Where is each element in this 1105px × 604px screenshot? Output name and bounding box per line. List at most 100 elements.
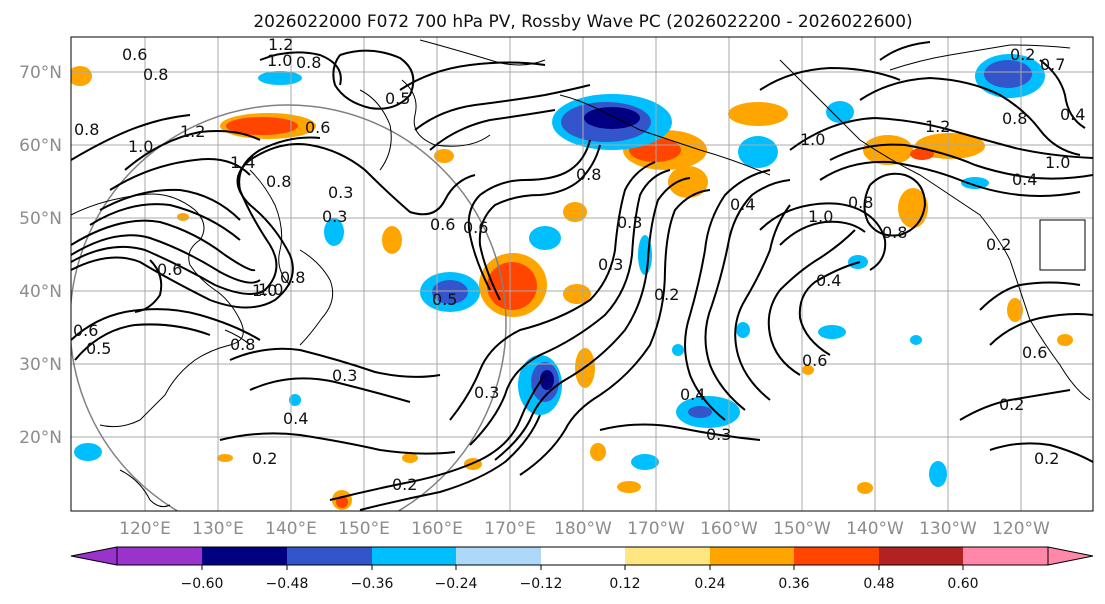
anomaly-negative <box>738 136 778 168</box>
contour-label: 1.0 <box>808 207 833 226</box>
contour-label: 0.2 <box>999 395 1024 414</box>
anomaly-positive <box>226 117 298 135</box>
lon-label-180w: 180°W <box>554 519 612 539</box>
colorbar-swatch <box>287 547 372 565</box>
anomaly-negative <box>984 60 1032 88</box>
lon-label-150e: 150°E <box>338 519 390 539</box>
contour-label: 0.6 <box>305 118 330 137</box>
contour-label: 0.8 <box>74 120 99 139</box>
contour-label: 0.6 <box>430 215 455 234</box>
colorbar-swatch <box>456 547 541 565</box>
contour-label: 0.6 <box>122 45 147 64</box>
colorbar-swatch <box>794 547 879 565</box>
anomaly-negative <box>74 443 102 461</box>
anomaly-negative <box>736 322 750 338</box>
contour-label: 0.2 <box>392 475 417 494</box>
anomaly-positive <box>434 149 454 163</box>
anomaly-positive <box>563 284 591 304</box>
lon-label-140e: 140°E <box>265 519 317 539</box>
reference-circle <box>71 104 507 511</box>
anomaly-negative <box>258 71 302 85</box>
colorbar-swatch <box>963 547 1048 565</box>
colorbar-swatch <box>202 547 287 565</box>
anomaly-negative <box>540 370 554 390</box>
colorbar-swatch <box>117 547 202 565</box>
anomaly-positive <box>563 202 587 222</box>
contour-label: 1.0 <box>267 51 292 70</box>
contour-label: 0.3 <box>617 213 642 232</box>
anomaly-positive <box>336 496 348 508</box>
contour-label: 0.8 <box>882 223 907 242</box>
contour-label: 0.8 <box>280 268 305 287</box>
contour-label: 0.3 <box>474 383 499 402</box>
contour-label: 0.8 <box>143 65 168 84</box>
lon-label-170w: 170°W <box>627 519 685 539</box>
contour-label: 0.4 <box>283 409 308 428</box>
contour-label: 1.2 <box>925 117 950 136</box>
colorbar-swatch <box>710 547 794 565</box>
contour-label: 1.4 <box>230 153 255 172</box>
contour-label: 0.2 <box>252 449 277 468</box>
colorbar-swatch <box>625 547 710 565</box>
contour-label: 0.3 <box>328 183 353 202</box>
anomaly-positive <box>617 481 641 493</box>
contour-label: 0.2 <box>1034 449 1059 468</box>
contour-label: 1.2 <box>268 35 293 54</box>
map-frame <box>70 36 1094 512</box>
contour-label: 0.3 <box>598 255 623 274</box>
anomaly-positive <box>802 365 814 375</box>
anomaly-positive <box>668 166 708 198</box>
map-gridlines <box>71 37 1093 511</box>
map-title: 2026022000 F072 700 hPa PV, Rossby Wave … <box>253 12 912 32</box>
colorbar-tick-label: −0.60 <box>181 576 224 592</box>
colorbar-tick-label: −0.24 <box>435 576 478 592</box>
colorbar-tick-label: 0.60 <box>947 576 978 592</box>
lon-label-130w: 130°W <box>919 519 977 539</box>
anomaly-negative <box>929 461 947 487</box>
contour-label: 0.8 <box>296 53 321 72</box>
colorbar-tick-label: −0.48 <box>266 576 309 592</box>
anomaly-positive <box>728 102 788 126</box>
lat-label-40n: 40°N <box>19 282 62 302</box>
colorbar-tick-label: −0.12 <box>520 576 563 592</box>
anomaly-positive <box>382 226 402 254</box>
anomaly-negative <box>672 344 684 356</box>
contour-label: 0.5 <box>385 89 410 108</box>
colorbar-swatch <box>372 547 456 565</box>
anomaly-negative <box>289 394 301 406</box>
anomaly-positive <box>402 453 418 463</box>
contour-label: 0.2 <box>986 235 1011 254</box>
colorbar-swatch <box>541 547 625 565</box>
anomaly-positive <box>1007 298 1023 322</box>
anomaly-positive <box>177 213 189 221</box>
contour-label: 0.2 <box>654 285 679 304</box>
contour-label: 0.6 <box>802 351 827 370</box>
contour-label: 0.8 <box>848 193 873 212</box>
anomaly-negative <box>688 406 712 418</box>
anomaly-negative <box>631 454 659 470</box>
contour-label: 0.6 <box>157 260 182 279</box>
anomaly-positive <box>910 148 934 160</box>
colorbar-tick-label: −0.36 <box>351 576 394 592</box>
pv-contours <box>71 41 1093 511</box>
contour-label: 0.8 <box>576 165 601 184</box>
contour-label: 1.0 <box>1045 153 1070 172</box>
anomaly-negative <box>324 218 344 246</box>
anomaly-positive <box>863 135 913 165</box>
lon-label-170e: 170°E <box>484 519 536 539</box>
lon-label-160w: 160°W <box>700 519 758 539</box>
lon-label-120w: 120°W <box>992 519 1050 539</box>
contour-label: 0.5 <box>432 290 457 309</box>
lon-label-140w: 140°W <box>846 519 904 539</box>
contour-label: 0.6 <box>1022 343 1047 362</box>
lat-label-60n: 60°N <box>19 136 62 156</box>
colorbar-frame <box>116 546 1049 566</box>
anomaly-positive <box>590 443 606 461</box>
contour-label: 0.3 <box>975 21 1000 40</box>
anomaly-negative <box>818 325 846 339</box>
contour-label: 0.3 <box>706 425 731 444</box>
contour-label: 1.0 <box>258 280 283 299</box>
contour-label: 0.2 <box>1010 45 1035 64</box>
colorbar: −0.60 −0.48 −0.36 −0.24 −0.12 0.12 0.24 … <box>70 546 1094 592</box>
